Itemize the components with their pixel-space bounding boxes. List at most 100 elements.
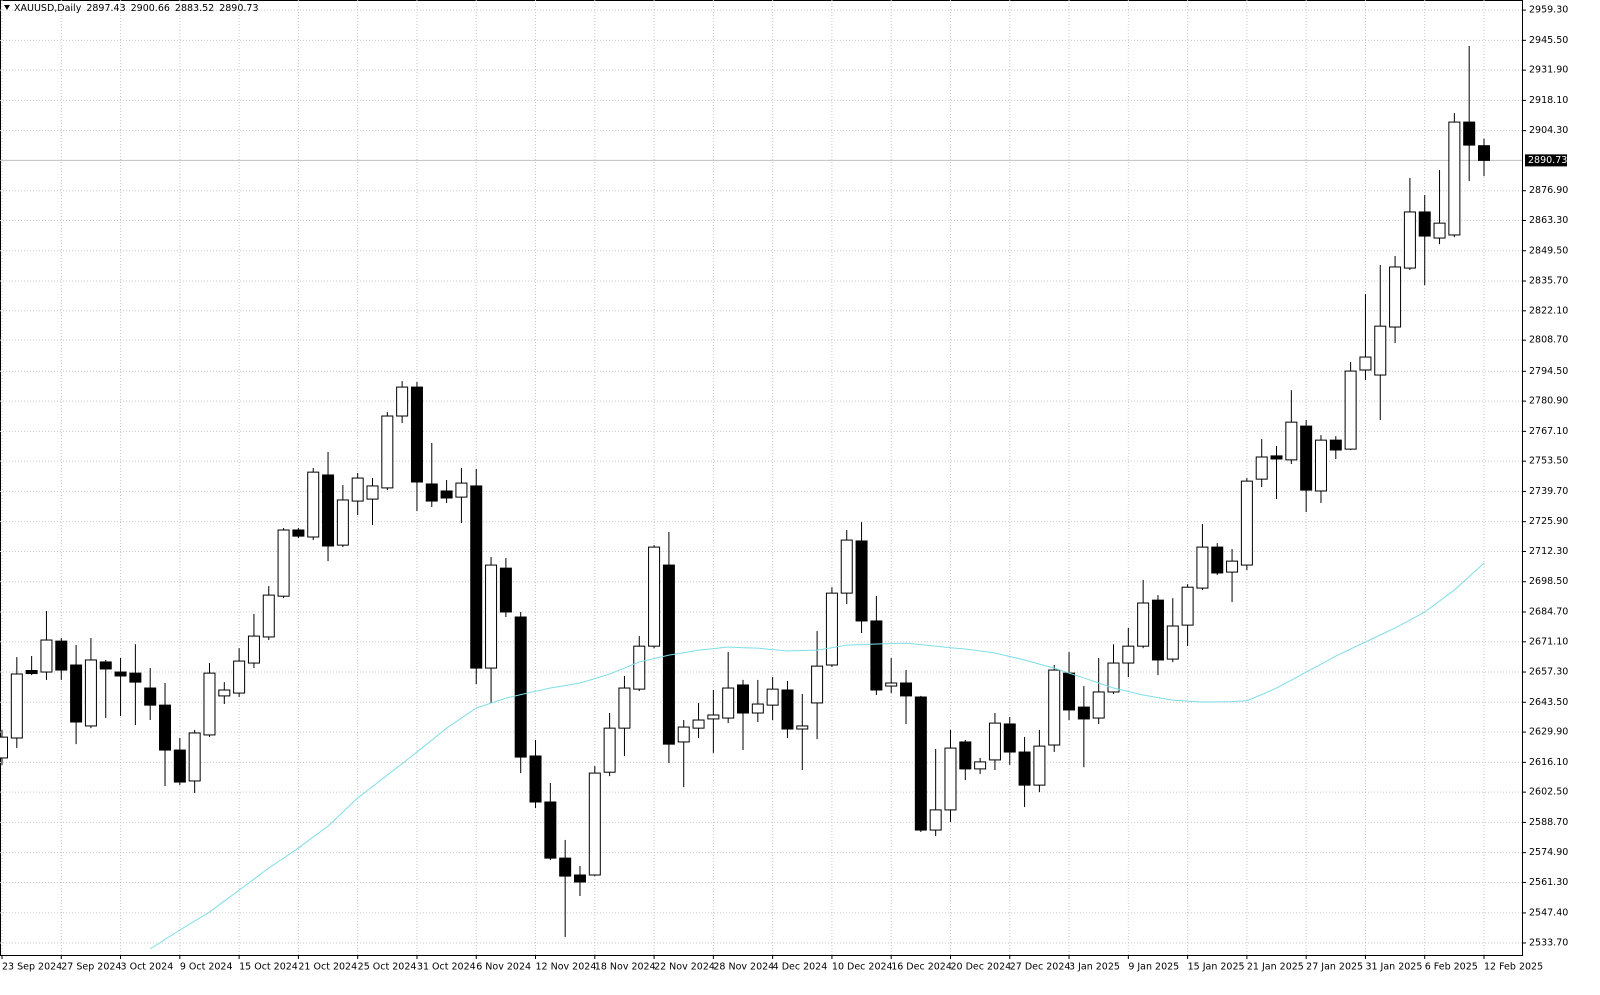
candle-body [1003,723,1016,753]
candle-body [1403,211,1416,269]
y-tick-label: 2643.50 [1529,697,1568,708]
y-tick-label: 2904.30 [1529,125,1568,136]
y-tick-label: 2822.10 [1529,305,1568,316]
candle-body [944,747,957,811]
candle-body [707,714,720,720]
candle-body [1033,745,1046,786]
candle-body [1077,706,1090,720]
y-tick-label: 2684.70 [1529,606,1568,617]
candle-body [70,664,83,723]
y-tick-label: 2671.10 [1529,636,1568,647]
candle-body [144,687,157,706]
candle-body [766,688,779,706]
x-tick-label: 6 Feb 2025 [1425,962,1478,973]
x-tick-label: 22 Nov 2024 [654,962,715,973]
x-tick-label: 23 Sep 2024 [2,962,62,973]
y-tick-label: 2945.50 [1529,35,1568,46]
candle-body [84,659,97,727]
y-tick-label: 2561.30 [1529,877,1568,888]
candle-body [796,725,809,730]
candle-body [900,682,913,697]
x-tick-label: 10 Dec 2024 [832,962,893,973]
y-tick-label: 2629.90 [1529,727,1568,738]
candle-body [1166,625,1179,660]
candle-body [1433,222,1446,239]
candle-body [188,732,201,782]
candle-body [1196,546,1209,589]
ohlc-close: 2890.73 [219,3,258,14]
candle-body [1448,121,1461,236]
grid [0,0,1522,955]
y-tick-label: 2931.90 [1529,65,1568,76]
candle-body [648,546,661,647]
y-tick-label: 2602.50 [1529,787,1568,798]
x-tick-label: 20 Dec 2024 [950,962,1011,973]
candle-body [781,689,794,730]
x-tick-label: 18 Nov 2024 [595,962,656,973]
candle-body [811,665,824,704]
x-tick-label: 12 Feb 2025 [1484,962,1543,973]
candle-body [455,482,468,498]
menu-arrow[interactable] [4,5,10,10]
candle-body [914,696,927,831]
y-tick-label: 2616.10 [1529,757,1568,768]
candle-body [1048,669,1061,746]
candle-body [588,772,601,876]
candle-body [410,386,423,483]
candle-body [1226,560,1239,573]
candle-body [55,640,68,671]
x-tick-label: 27 Sep 2024 [61,962,121,973]
candle-body [559,857,572,877]
y-tick-label: 2863.30 [1529,215,1568,226]
candle-body [173,749,186,783]
candle-body [1151,599,1164,661]
candle-body [25,669,38,675]
y-tick-label: 2876.90 [1529,185,1568,196]
candle-body [247,635,260,664]
candle-body [840,539,853,594]
candle-body [677,726,690,743]
x-tick-label: 27 Dec 2024 [1010,962,1071,973]
y-tick-label: 2849.50 [1529,245,1568,256]
x-tick-label: 31 Oct 2024 [417,962,476,973]
candle-body [336,499,349,546]
candle-body [114,671,127,677]
axes: 2533.70 2547.40 2561.30 2574.90 2588.70 2602.… [1,5,1568,973]
candle-body [425,483,438,502]
candle-body [1063,672,1076,711]
price-tag-bg [1525,154,1567,167]
candle-body [1270,455,1283,460]
candle-body [1300,425,1313,491]
y-tick-label: 2767.10 [1529,426,1568,437]
y-tick-label: 2533.70 [1529,937,1568,948]
x-tick-label: 9 Oct 2024 [180,962,233,973]
y-tick-label: 2712.30 [1529,546,1568,557]
header: XAUUSD,Daily 2897.43 2900.66 2883.52 2890.73 [14,3,259,14]
x-tick-label: 31 Jan 2025 [1365,962,1422,973]
candle-body [1329,439,1342,451]
candle-body [499,567,512,613]
ohlc-high: 2900.66 [131,3,170,14]
y-tick-label: 2794.50 [1529,366,1568,377]
candle-body [959,741,972,770]
x-tick-label: 28 Nov 2024 [713,962,774,973]
candle-body [307,471,320,538]
y-tick-label: 2547.40 [1529,907,1568,918]
candle-body [573,874,586,883]
candle-body [40,639,53,673]
x-tick-label: 16 Dec 2024 [891,962,952,973]
x-tick-label: 15 Oct 2024 [239,962,298,973]
candle-body [233,660,246,694]
candle-body [292,529,305,537]
candle-body [129,672,142,683]
candle-body [1389,266,1402,328]
candle-body [988,722,1001,761]
candle-body [544,801,557,859]
moving-average [149,562,1485,950]
marks [0,46,1522,950]
y-tick-label: 2725.90 [1529,516,1568,527]
x-tick-label: 21 Oct 2024 [298,962,357,973]
candle-body [1122,645,1135,664]
y-tick-label: 2698.50 [1529,576,1568,587]
